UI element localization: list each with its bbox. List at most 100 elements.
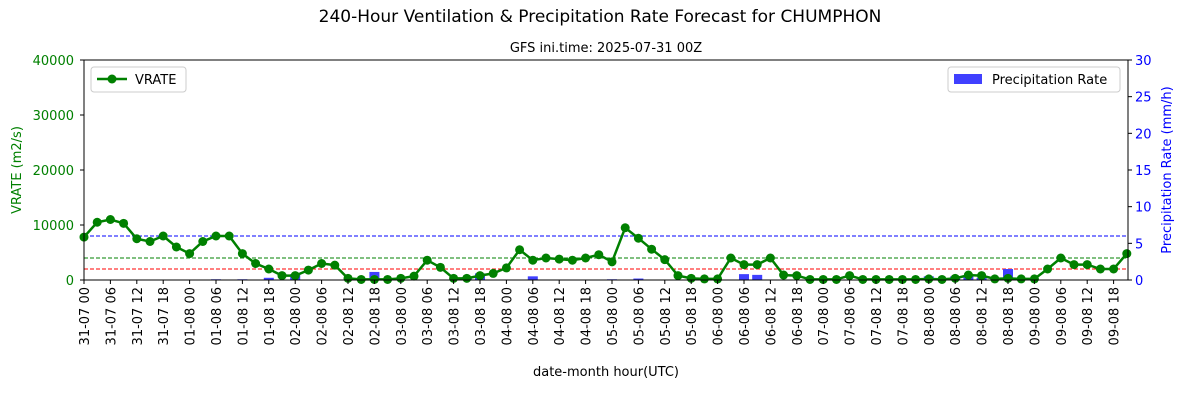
vrate-point [1122,249,1132,259]
vrate-point [1109,264,1119,274]
vrate-line [83,218,1128,281]
vrate-point [633,233,643,243]
x-tick-label: 08-08 12 [976,287,991,345]
plot-frame [83,59,1129,281]
legend-precip-swatch [954,74,982,84]
x-tick-label: 01-08 00 [184,287,199,345]
legend-precipitation: Precipitation Rate [947,66,1121,93]
vrate-point [185,249,195,259]
x-tick-label: 05-08 00 [606,287,621,345]
x-tick-label: 31-07 00 [78,287,93,345]
x-tick-label: 07-08 00 [817,287,832,345]
vrate-point [251,259,261,268]
vrate-point [660,255,670,265]
legend-vrate-marker [107,74,117,84]
right-axis-label: Precipitation Rate (mm/h) [1160,86,1175,253]
vrate-point [488,268,498,278]
x-tick-label: 08-08 06 [949,287,964,345]
x-axis-label: date-month hour(UTC) [533,365,679,380]
precip-bar [739,274,749,280]
precip-bar [752,274,763,280]
vrate-point [779,270,789,280]
vrate-point [963,270,973,280]
vrate-point [105,215,115,224]
x-tick-label: 02-08 18 [368,287,383,345]
x-tick-label: 02-08 06 [316,287,331,345]
vrate-point [541,253,551,263]
vrate-point [594,250,604,260]
left-tick-label: 40000 [33,54,74,69]
right-tick-label: 25 [1135,91,1152,106]
vrate-point [831,274,841,284]
x-axis: 31-07 00 31-07 06 31-07 12 31-07 18 01-08 00… [78,280,1123,345]
vrate-point [673,271,683,281]
x-tick-label: 09-08 00 [1028,287,1043,345]
x-tick-label: 01-08 12 [236,287,251,345]
vrate-point [449,273,459,283]
x-tick-label: 05-08 06 [632,287,647,345]
legend-vrate: VRATE [90,66,187,93]
vrate-point [356,274,366,284]
vrate-point [977,271,987,281]
right-tick-label: 5 [1135,237,1143,252]
vrate-point [396,273,406,283]
vrate-point [119,218,129,228]
vrate-point [435,262,445,272]
left-tick-label: 10000 [33,219,74,234]
vrate-point [937,274,947,284]
vrate-point [475,271,485,281]
vrate-point [765,253,775,263]
x-tick-label: 08-08 00 [923,287,938,345]
vrate-point [343,273,353,283]
left-tick-label: 20000 [33,164,74,179]
vrate-point [884,274,894,284]
vrate-point [198,237,208,246]
x-tick-label: 01-08 18 [263,287,278,345]
x-tick-label: 06-08 18 [791,287,806,345]
vrate-point [871,274,881,284]
vrate-point [132,234,142,244]
vrate-point [462,273,472,283]
vrate-point [581,253,591,263]
vrate-point [911,274,921,284]
vrate-point [858,274,868,284]
x-tick-label: 03-08 06 [421,287,436,345]
legend-precip-label: Precipitation Rate [992,73,1107,88]
vrate-series [79,215,1132,284]
vrate-point [686,273,696,283]
vrate-point [1003,273,1013,283]
x-tick-label: 31-07 18 [157,287,172,345]
x-tick-label: 04-08 12 [553,287,568,345]
right-tick-label: 10 [1135,201,1152,216]
x-tick-label: 07-08 18 [896,287,911,345]
vrate-point [818,274,828,284]
x-tick-label: 01-08 06 [210,287,225,345]
x-tick-label: 07-08 12 [870,287,885,345]
vrate-point [1016,274,1026,284]
x-tick-label: 06-08 12 [764,287,779,345]
left-y-axis: 0 10000 20000 30000 40000 [33,54,84,289]
vrate-point [158,231,168,241]
vrate-point [515,245,525,255]
vrate-point [290,271,300,281]
x-tick-label: 03-08 00 [395,287,410,345]
vrate-point [739,260,749,270]
vrate-point [1029,274,1039,284]
vrate-point [1056,253,1066,263]
vrate-point [1082,260,1092,270]
x-tick-label: 09-08 06 [1055,287,1070,345]
x-tick-label: 02-08 12 [342,287,357,345]
vrate-point [369,274,379,284]
vrate-point [699,274,709,284]
vrate-point [1043,264,1053,274]
chart-title: 240-Hour Ventilation & Precipitation Rat… [319,7,882,27]
vrate-point [409,271,419,281]
vrate-point [422,255,432,265]
vrate-point [792,271,802,281]
x-tick-label: 06-08 00 [712,287,727,345]
vrate-point [713,274,723,284]
vrate-point [607,257,617,267]
vrate-point [1069,260,1079,270]
x-tick-label: 04-08 00 [500,287,515,345]
vrate-point [277,271,287,281]
